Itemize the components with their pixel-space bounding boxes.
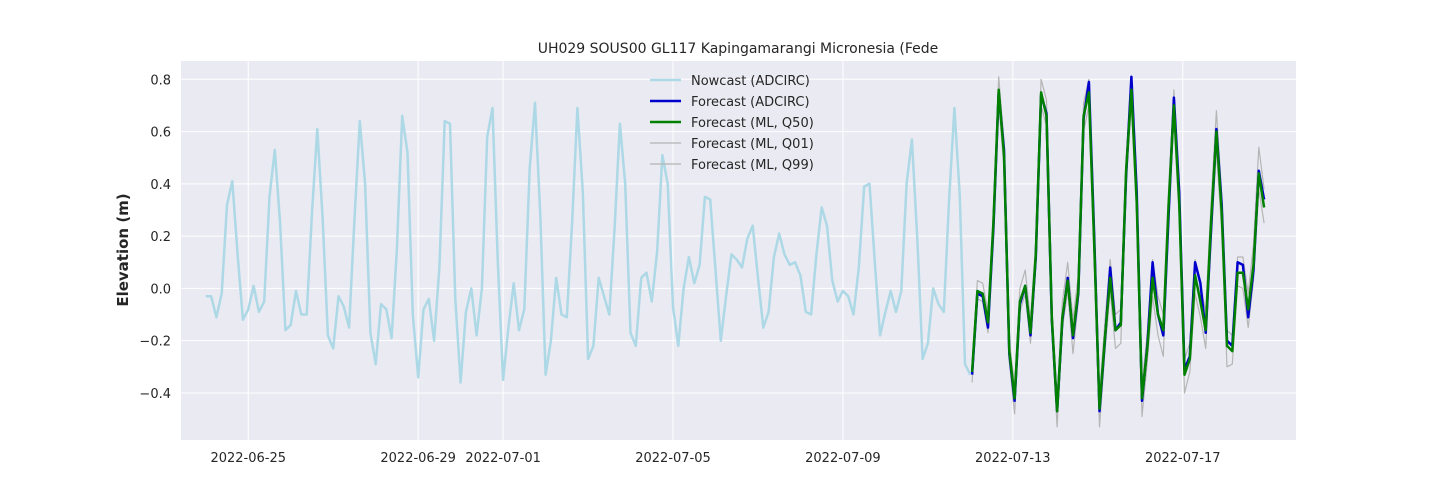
y-tick-label: 0.0 — [150, 282, 171, 297]
x-tick-label: 2022-07-01 — [465, 451, 541, 466]
legend: Nowcast (ADCIRC) Forecast (ADCIRC) Forecas… — [650, 74, 814, 173]
y-axis: −0.4 −0.2 0.0 0.2 0.4 0.6 0.8 — [139, 73, 171, 402]
legend-label: Forecast (ML, Q01) — [691, 137, 814, 152]
x-tick-label: 2022-07-17 — [1145, 451, 1221, 466]
series-line-nowcast-adcirc — [205, 101, 972, 384]
x-tick-label: 2022-07-09 — [805, 451, 881, 466]
y-tick-label: −0.4 — [139, 387, 171, 402]
legend-label: Forecast (ML, Q99) — [691, 158, 814, 173]
y-tick-label: 0.2 — [150, 230, 171, 245]
x-tick-label: 2022-07-05 — [635, 451, 711, 466]
chart-title: UH029 SOUS00 GL117 Kapingamarangi Micron… — [538, 41, 939, 57]
x-axis: 2022-06-25 2022-06-29 2022-07-01 2022-07-05… — [210, 451, 1220, 466]
y-axis-label: Elevation (m) — [114, 193, 132, 306]
x-tick-label: 2022-07-13 — [975, 451, 1051, 466]
legend-label: Nowcast (ADCIRC) — [691, 74, 810, 89]
x-tick-label: 2022-06-25 — [210, 451, 286, 466]
series-line-forecast-ml-q99 — [971, 76, 1265, 399]
y-tick-label: 0.4 — [150, 178, 171, 193]
legend-label: Forecast (ADCIRC) — [691, 95, 810, 110]
y-tick-label: 0.8 — [150, 73, 171, 88]
y-tick-label: −0.2 — [139, 335, 171, 350]
series-layer — [205, 75, 1266, 428]
legend-label: Forecast (ML, Q50) — [691, 116, 814, 131]
series-line-forecast-ml-q50 — [970, 88, 1266, 413]
y-tick-label: 0.6 — [150, 126, 171, 141]
x-tick-label: 2022-06-29 — [380, 451, 456, 466]
